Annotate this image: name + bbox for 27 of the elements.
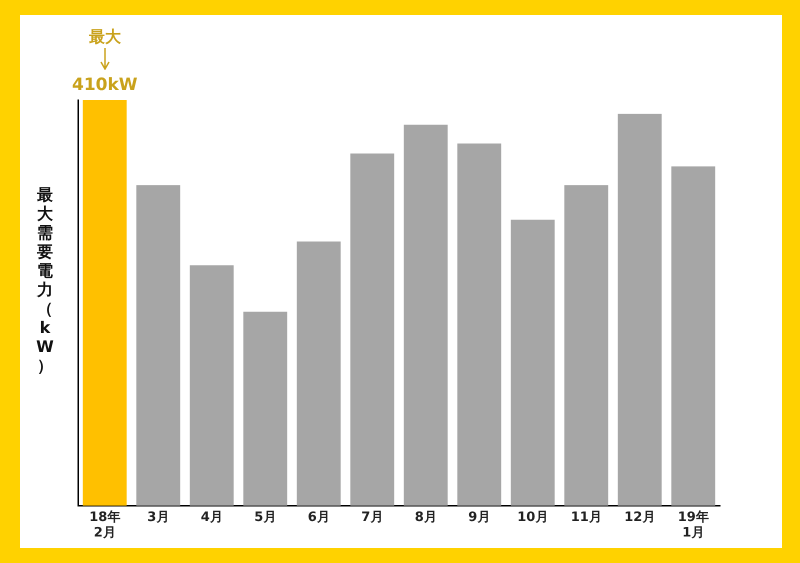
bar [404, 124, 448, 506]
x-tick-label: 8月 [414, 510, 437, 525]
text: 最大 [88, 27, 122, 46]
bar [296, 242, 341, 506]
x-tick-label: 19年 1月 [678, 510, 709, 541]
bar [457, 144, 502, 506]
bar [510, 220, 555, 506]
x-tick-label: 3月 [147, 510, 170, 525]
x-tick-label: 10月 [517, 510, 548, 525]
data-label: 410kW [72, 74, 138, 95]
bar [243, 312, 288, 506]
bar [136, 185, 180, 506]
bar [190, 265, 234, 506]
bar [618, 114, 662, 506]
x-tick-label: 7月 [361, 510, 384, 525]
x-tick-label: 5月 [254, 510, 276, 525]
bar [82, 100, 127, 506]
x-tick-label: 6月 [308, 510, 330, 525]
bar [564, 185, 608, 506]
bar [350, 153, 394, 506]
x-tick-label: 9月 [468, 510, 490, 525]
x-tick-label: 11月 [570, 510, 602, 525]
bar [671, 166, 716, 506]
x-tick-label: 12月 [624, 510, 656, 525]
x-tick-label: 4月 [200, 510, 223, 525]
x-tick-label: 18年 2月 [89, 510, 120, 541]
text: 最大需要電力（kW） [36, 185, 54, 375]
